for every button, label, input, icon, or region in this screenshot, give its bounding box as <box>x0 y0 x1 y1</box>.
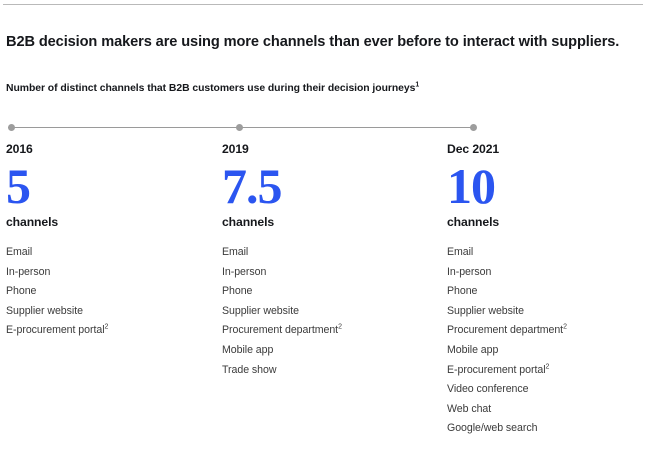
channel-list-item: In-person <box>447 263 646 283</box>
channel-label: Video conference <box>447 383 529 396</box>
channel-list-item: In-person <box>222 263 422 283</box>
subtitle-footnote-marker: 1 <box>415 81 420 89</box>
channel-label: In-person <box>447 265 492 278</box>
channel-label: Supplier website <box>222 304 299 317</box>
timeline-dot-dec-2021 <box>470 124 477 131</box>
timeline-dot-2016 <box>8 124 15 131</box>
channel-label: Email <box>447 246 474 258</box>
exhibit-panel: B2B decision makers are using more chann… <box>0 4 646 435</box>
channel-list-item: Video conference <box>447 380 646 400</box>
channel-footnote-marker: 2 <box>563 323 567 331</box>
channel-label: Trade show <box>222 363 277 376</box>
channel-list-item: Email <box>6 243 206 263</box>
channel-label: Procurement department <box>447 324 564 337</box>
channel-list-item: Web chat <box>447 400 646 420</box>
channel-label: Email <box>222 246 249 258</box>
channel-footnote-marker: 2 <box>104 323 109 331</box>
channel-list: Email In-person Phone Supplier website Procu… <box>222 243 422 380</box>
channel-label: Supplier website <box>447 304 524 317</box>
channel-label: Procurement department <box>222 324 339 337</box>
channel-label: Supplier website <box>6 304 83 317</box>
channel-list-item: Procurement department2 <box>222 321 422 341</box>
channel-list-item: Phone <box>6 282 206 302</box>
channel-list-item: Phone <box>222 282 422 302</box>
column-unit-label: channels <box>447 215 500 229</box>
channel-label: In-person <box>222 265 267 278</box>
channel-label: Google/web search <box>447 422 538 435</box>
column-year-label: Dec 2021 <box>447 142 500 156</box>
column-channel-count: 7.5 <box>222 158 283 214</box>
channel-footnote-marker: 2 <box>545 363 550 371</box>
exhibit-subtitle-text: Number of distinct channels that B2B cus… <box>6 83 416 94</box>
channel-list-item: Email <box>222 243 422 263</box>
channel-label: Web chat <box>447 402 492 415</box>
channel-label: In-person <box>6 265 51 278</box>
channel-list-item: Phone <box>447 282 646 302</box>
column-unit-label: channels <box>6 215 59 229</box>
channel-label: Phone <box>222 285 253 298</box>
channel-label: Mobile app <box>222 343 274 356</box>
column-channel-count: 10 <box>447 158 496 214</box>
channel-list-item: Supplier website <box>222 302 422 322</box>
channel-list-item: Email <box>447 243 646 263</box>
exhibit-title: B2B decision makers are using more chann… <box>6 33 620 50</box>
channel-list-item: E-procurement portal2 <box>447 361 646 381</box>
top-divider <box>3 4 643 5</box>
column-year-label: 2016 <box>6 142 33 156</box>
column-channel-count: 5 <box>6 158 31 214</box>
channel-list: Email In-person Phone Supplier website E-pro… <box>6 243 206 341</box>
channel-list-item: Supplier website <box>447 302 646 322</box>
timeline <box>0 120 646 136</box>
channel-label: Phone <box>6 285 37 298</box>
channel-list-item: Trade show <box>222 361 422 381</box>
channel-list-item: Procurement department2 <box>447 321 646 341</box>
channel-column-col-2019: 2019 7.5 channels Email In-person Phone Suppli… <box>222 142 422 396</box>
channel-label: E-procurement portal <box>6 324 105 337</box>
channel-list-item: Mobile app <box>222 341 422 361</box>
channel-label: Email <box>6 246 33 258</box>
channel-list-item: Google/web search <box>447 419 646 439</box>
channel-list: Email In-person Phone Supplier website Procu… <box>447 243 646 439</box>
channel-list-item: In-person <box>6 263 206 283</box>
channel-list-item: Mobile app <box>447 341 646 361</box>
channel-column-col-dec-2021: Dec 2021 10 channels Email In-person Phone Sup… <box>447 142 646 455</box>
channel-label: Mobile app <box>447 343 499 356</box>
channel-list-item: E-procurement portal2 <box>6 321 206 341</box>
channel-list-item: Supplier website <box>6 302 206 322</box>
channel-footnote-marker: 2 <box>338 323 342 331</box>
channel-column-col-2016: 2016 5 channels Email In-person Phone Supplier… <box>6 142 206 357</box>
channel-label: E-procurement portal <box>447 363 546 376</box>
column-year-label: 2019 <box>222 142 249 156</box>
channel-label: Phone <box>447 285 478 298</box>
timeline-dot-2019 <box>236 124 243 131</box>
column-unit-label: channels <box>222 215 275 229</box>
exhibit-subtitle: Number of distinct channels that B2B cus… <box>6 82 634 96</box>
